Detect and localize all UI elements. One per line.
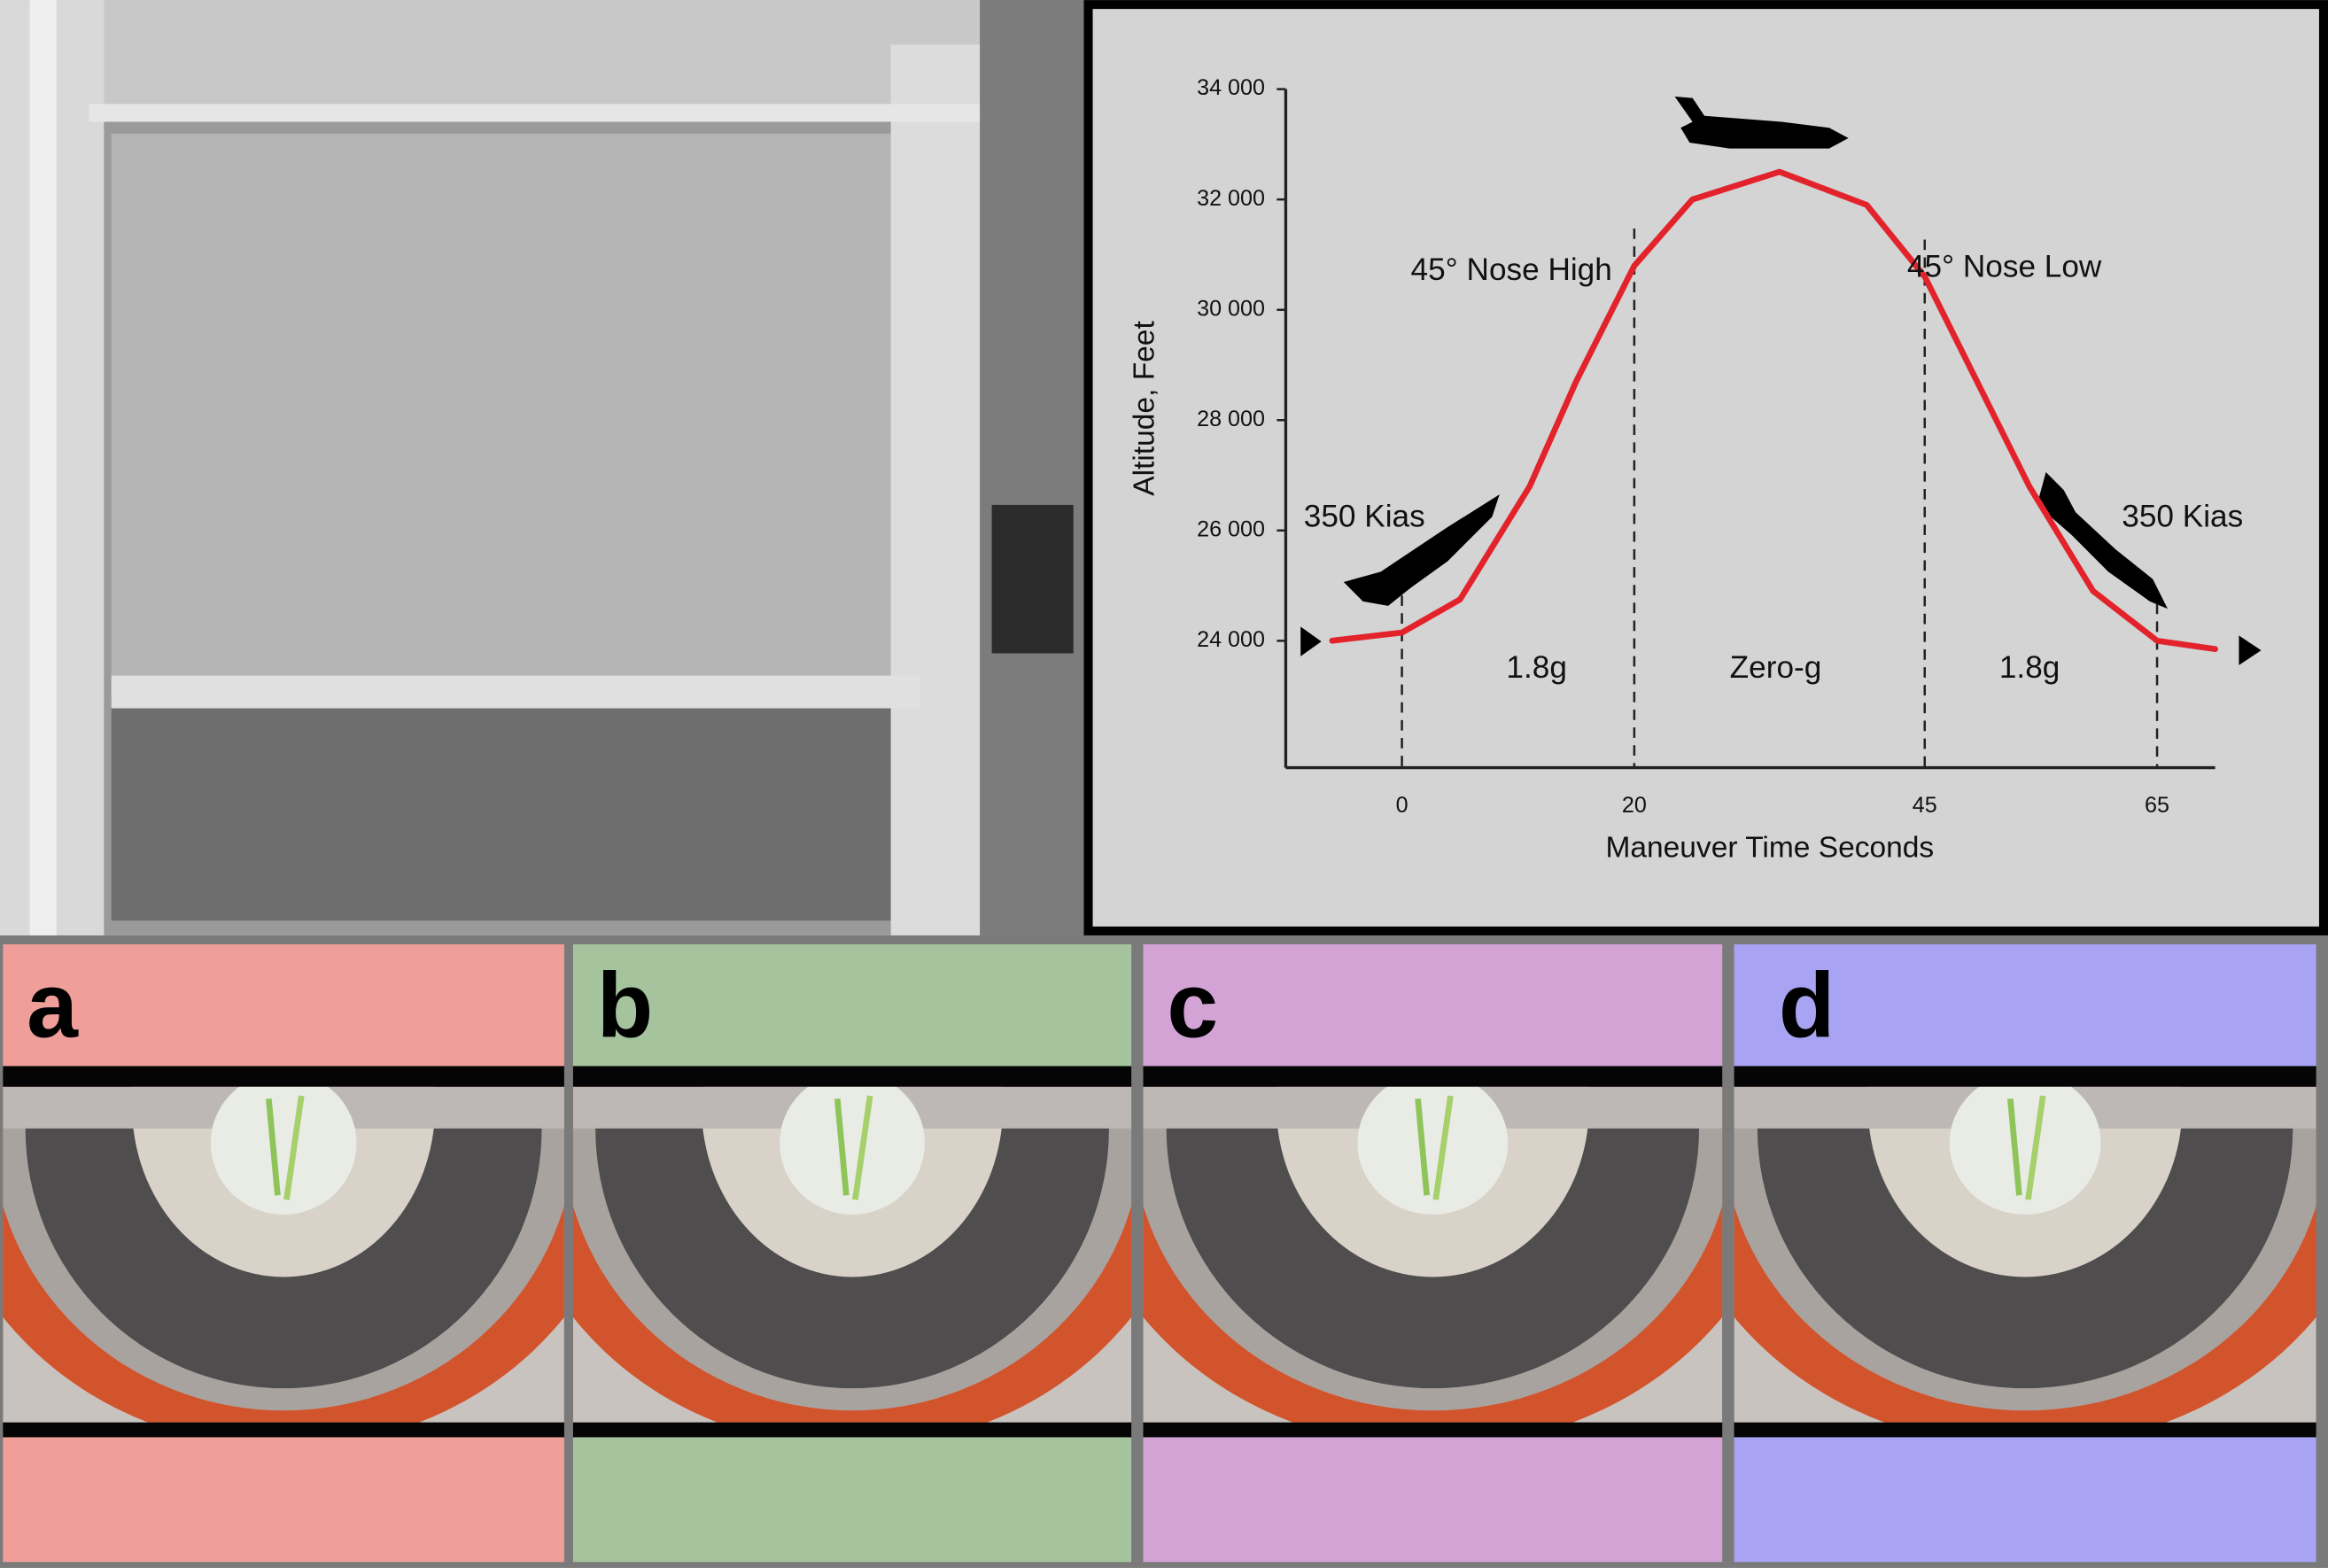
panel-photo [1734,1086,2316,1423]
y-axis-label: Altitude, Feet [1129,321,1161,496]
panel-photo [3,1086,564,1423]
exit-arrow [2239,635,2262,665]
panel-bar [1143,1422,1723,1438]
panel: d [1734,944,2316,1563]
plane-icon [2037,472,2168,609]
panel: c [1143,944,1723,1563]
panel-bar [1143,1066,1723,1087]
panel: a [3,944,564,1563]
panel-bar [572,1422,1132,1438]
panel-header [572,944,1132,1067]
y-tick-label: 30 000 [1197,296,1265,321]
x-tick-label: 20 [1622,793,1647,818]
panel-photo [572,1086,1132,1423]
y-tick-label: 32 000 [1197,186,1265,211]
panel-header [1143,944,1723,1067]
annotation: 350 Kias [1304,499,1425,533]
panel-bar [1734,1422,2316,1438]
panel-photo [1143,1086,1723,1423]
annotation: 1.8g [1999,650,2060,685]
panel-header [1734,944,2316,1067]
plant-leaf [283,1095,305,1200]
lab-photo [0,0,1084,935]
y-tick-label: 34 000 [1197,75,1265,100]
x-tick-label: 45 [1913,793,1937,818]
plane-icon [1343,494,1500,606]
x-tick-label: 0 [1396,793,1408,818]
panel-label: d [1779,955,1835,1058]
chart: Altitude, Feet Maneuver Time Seconds 24 … [1129,75,2262,865]
plant-leaf [2006,1098,2022,1196]
plant-window [1357,1086,1509,1215]
panel-label: b [597,955,653,1058]
annotation: 350 Kias [2122,499,2243,533]
plane-icon [1674,97,1849,149]
plant-leaf [852,1095,873,1200]
plant-window [210,1086,357,1215]
plant-leaf [2025,1095,2046,1200]
x-axis-label: Maneuver Time Seconds [1605,832,1934,865]
panel-bar [572,1066,1132,1087]
entry-arrow [1300,626,1322,656]
panel-label: c [1167,955,1218,1058]
plant-leaf [1415,1098,1430,1196]
panel-bar [3,1422,564,1438]
series-line [1329,168,2218,653]
plant-window [780,1086,925,1215]
plant-leaf [1432,1095,1454,1200]
panel-footer [1734,1437,2316,1563]
y-tick-label: 24 000 [1197,627,1265,652]
annotation: 45° Nose High [1411,252,1612,287]
y-tick-label: 26 000 [1197,516,1265,541]
plant-leaf [834,1098,850,1196]
y-tick-label: 28 000 [1197,407,1265,431]
panel-bar [1734,1066,2316,1087]
x-tick-label: 65 [2145,793,2169,818]
plant-leaf [266,1098,281,1196]
panel-footer [572,1437,1132,1563]
panel-footer [3,1437,564,1563]
panel-header [3,944,564,1067]
annotation: 45° Nose Low [1907,250,2102,284]
panel: b [572,944,1132,1563]
annotation: Zero-g [1730,650,1822,685]
panel-strip: a b c d [0,935,2328,1568]
chart-frame [1083,0,2328,935]
panel-bar [3,1066,564,1087]
panel-footer [1143,1437,1723,1563]
annotation: 1.8g [1506,650,1567,685]
plant-window [1949,1086,2101,1215]
panel-label: a [27,955,79,1058]
